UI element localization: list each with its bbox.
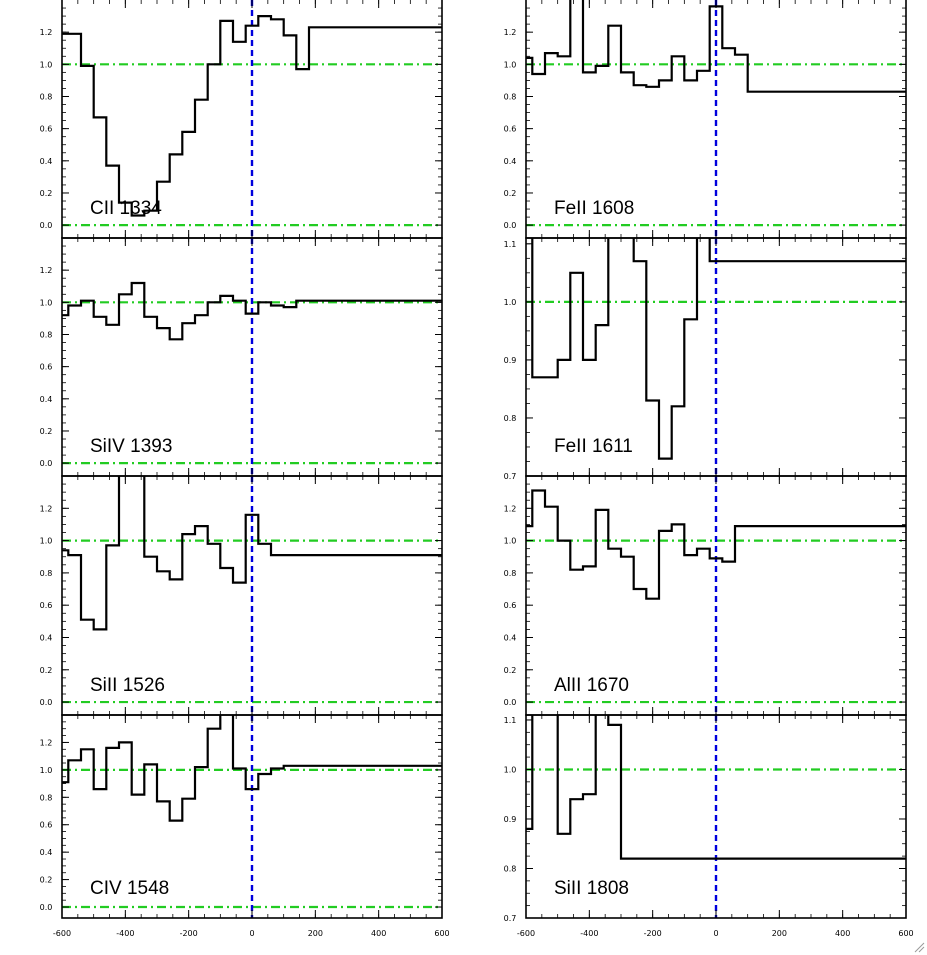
spectrum-line	[526, 715, 906, 860]
panel-siii-1808: 0.7 0.8 0.9 1.0 1.1 SiII 1808 -600 -400 -200 0 200…	[504, 714, 914, 938]
x-tick-label: -400	[580, 929, 598, 938]
y-tick-label: 0.8	[504, 864, 517, 873]
panel-alii-1670: 0.0 0.2 0.4 0.6 0.8 1.0 1.2 AlII 1670	[504, 475, 907, 716]
spectrum-line	[62, 15, 442, 217]
y-tick-label: 1.0	[40, 298, 53, 307]
y-tick-label: 0.6	[504, 125, 517, 134]
y-tick-label: 0.2	[40, 427, 53, 436]
panel-label: CIV 1548	[90, 878, 169, 899]
y-tick-label: 1.0	[40, 766, 53, 775]
x-tick-label: 0	[713, 929, 718, 938]
y-tick-label: 0.4	[504, 157, 517, 166]
panel-siiv-1393: 0.0 0.2 0.4 0.6 0.8 1.0 1.2 SiIV 1393	[40, 237, 443, 477]
panel-cii-1334: 0.0 0.2 0.4 0.6 0.8 1.0 1.2 CII 1334	[40, 0, 443, 239]
y-tick-label: 0.7	[504, 472, 517, 481]
y-tick-label: 0.8	[504, 569, 517, 578]
y-tick-label: 1.2	[40, 28, 53, 37]
panel-label: SiII 1526	[90, 675, 165, 696]
spectrum-line	[526, 0, 906, 93]
y-tick-label: 1.0	[504, 765, 517, 774]
spectrum-line	[531, 238, 906, 460]
x-tick-label: 600	[434, 929, 449, 938]
y-tick-label: 0.4	[40, 395, 53, 404]
panel-label: CII 1334	[90, 198, 162, 219]
y-tick-label: 0.0	[40, 698, 53, 707]
x-tick-label: 200	[772, 929, 787, 938]
y-tick-label: 0.2	[40, 876, 53, 885]
y-tick-label: 0.6	[504, 601, 517, 610]
y-tick-label: 0.6	[40, 363, 53, 372]
y-tick-label: 0.4	[504, 633, 517, 642]
y-tick-label: 1.0	[40, 537, 53, 546]
x-tick-label: 600	[898, 929, 913, 938]
y-tick-label: 1.0	[504, 60, 517, 69]
y-tick-label: 0.8	[40, 793, 53, 802]
panel-label: FeII 1611	[554, 436, 633, 457]
panel-siii-1526: 0.0 0.2 0.4 0.6 0.8 1.0 1.2 SiII 1526	[40, 475, 443, 716]
y-tick-label: 1.0	[504, 298, 517, 307]
x-tick-label: -600	[53, 929, 71, 938]
spectrum-line	[526, 489, 906, 600]
y-tick-label: 0.9	[504, 815, 517, 824]
y-tick-label: 0.2	[40, 666, 53, 675]
y-tick-label: 0.8	[504, 414, 517, 423]
y-tick-label: 1.0	[504, 537, 517, 546]
y-tick-label: 0.0	[504, 221, 517, 230]
y-tick-label: 0.4	[40, 157, 53, 166]
panel-feii-1611: 0.7 0.8 0.9 1.0 1.1 FeII 1611	[504, 237, 907, 481]
panel-label: FeII 1608	[554, 198, 634, 219]
x-tick-label: 400	[835, 929, 850, 938]
spectrum-line	[62, 715, 442, 822]
y-tick-label: 1.2	[504, 504, 517, 513]
x-tick-label: -200	[644, 929, 662, 938]
panel-feii-1608: 0.0 0.2 0.4 0.6 0.8 1.0 1.2 FeII 1608	[504, 0, 907, 239]
spectrum-line	[62, 476, 442, 631]
x-tick-label: -600	[517, 929, 535, 938]
y-tick-label: 0.0	[504, 698, 517, 707]
y-tick-label: 0.4	[40, 848, 53, 857]
y-tick-label: 0.7	[504, 914, 517, 923]
y-tick-label: 1.1	[504, 716, 517, 725]
x-tick-label: 0	[249, 929, 254, 938]
panel-label: SiII 1808	[554, 878, 629, 899]
y-tick-label: 0.2	[40, 189, 53, 198]
y-tick-label: 0.8	[40, 92, 53, 101]
y-tick-label: 0.2	[504, 189, 517, 198]
x-tick-label: 200	[308, 929, 323, 938]
y-tick-label: 0.8	[504, 92, 517, 101]
y-tick-label: 0.8	[40, 569, 53, 578]
panel-label: AlII 1670	[554, 675, 629, 696]
y-tick-label: 0.6	[40, 125, 53, 134]
y-tick-label: 1.2	[40, 738, 53, 747]
y-tick-label: 0.4	[40, 633, 53, 642]
y-tick-label: 0.6	[40, 821, 53, 830]
y-tick-label: 0.6	[40, 601, 53, 610]
resize-grip-icon[interactable]	[913, 941, 925, 953]
y-tick-label: 0.9	[504, 356, 517, 365]
x-tick-label: -400	[116, 929, 134, 938]
y-tick-label: 1.2	[40, 504, 53, 513]
y-tick-label: 1.1	[504, 240, 517, 249]
y-tick-label: 0.8	[40, 330, 53, 339]
x-tick-label: 400	[371, 929, 386, 938]
y-tick-label: 1.2	[40, 266, 53, 275]
y-tick-label: 0.0	[40, 903, 53, 912]
panel-civ-1548: 0.0 0.2 0.4 0.6 0.8 1.0 1.2 CIV 1548 -600 -400 -20…	[40, 714, 450, 938]
x-tick-label: -200	[180, 929, 198, 938]
y-tick-label: 1.0	[40, 60, 53, 69]
y-tick-label: 1.2	[504, 28, 517, 37]
y-tick-label: 0.2	[504, 666, 517, 675]
panel-label: SiIV 1393	[90, 436, 172, 457]
y-tick-label: 0.0	[40, 221, 53, 230]
spectrum-line	[62, 281, 442, 341]
y-tick-label: 0.0	[40, 459, 53, 468]
